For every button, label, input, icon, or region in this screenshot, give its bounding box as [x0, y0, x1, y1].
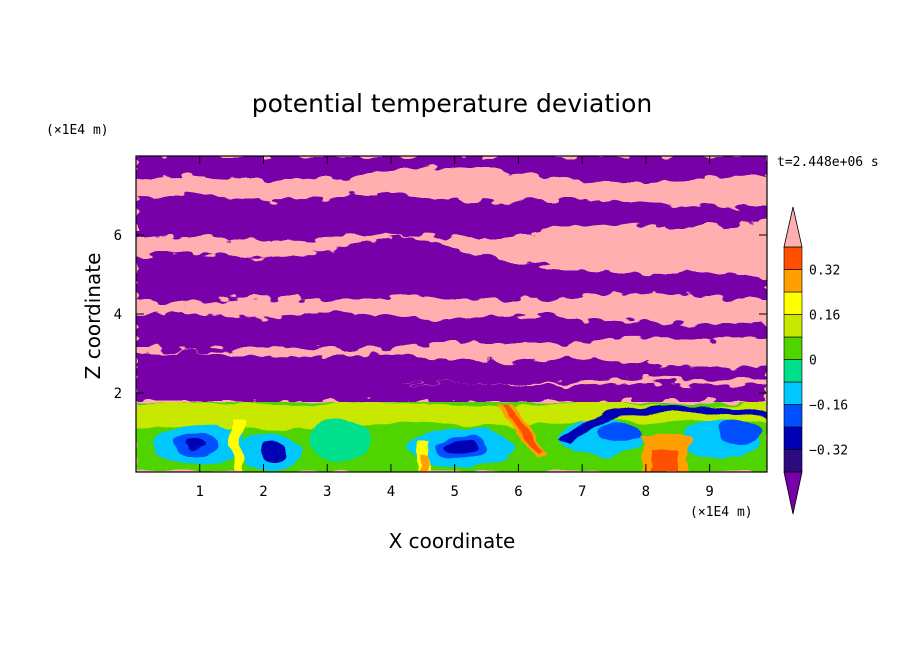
- x-tick-label: 2: [259, 484, 267, 500]
- colorbar-segment: [783, 269, 803, 293]
- x-tick-label: 7: [578, 484, 586, 500]
- colorbar-segment: [783, 381, 803, 405]
- x-axis-label: X coordinate: [389, 529, 516, 553]
- colorbar-segment: [783, 359, 803, 383]
- x-tick-label: 6: [514, 484, 522, 500]
- x-tick-label: 9: [705, 484, 713, 500]
- colorbar: 0.32 0.16 0 −0.16 −0.32: [783, 206, 848, 515]
- x-tick-label: 1: [196, 484, 204, 500]
- x-tick-label: 3: [323, 484, 331, 500]
- colorbar-label: 0.16: [809, 309, 840, 324]
- colorbar-segment: [783, 336, 803, 360]
- colorbar-segment: [783, 404, 803, 428]
- heatmap-field: [136, 156, 767, 472]
- time-label: t=2.448e+06 s: [777, 155, 879, 170]
- x-tick-label: 5: [450, 484, 458, 500]
- colorbar-label: 0.32: [809, 264, 840, 279]
- y-axis-label: Z coordinate: [81, 253, 105, 380]
- colorbar-segment: [783, 291, 803, 315]
- colorbar-segment: [783, 246, 803, 270]
- x-tick-label: 4: [387, 484, 395, 500]
- chart-title: potential temperature deviation: [252, 89, 652, 118]
- colorbar-label: −0.32: [809, 444, 848, 459]
- colorbar-label: −0.16: [809, 399, 848, 414]
- plot-frame: 1 2 3 4 5 6 7 8 9 2 4 6: [114, 155, 768, 500]
- x-units-label: (×1E4 m): [690, 505, 753, 520]
- colorbar-over-triangle: [783, 206, 803, 248]
- y-ticks: 2 4 6: [114, 228, 767, 402]
- y-units-label: (×1E4 m): [46, 123, 109, 138]
- colorbar-segment: [783, 426, 803, 450]
- colorbar-segment: [783, 314, 803, 338]
- colorbar-segment: [783, 449, 803, 473]
- y-tick-label: 2: [114, 386, 122, 402]
- colorbar-under-triangle: [783, 471, 803, 515]
- y-tick-label: 4: [114, 307, 122, 323]
- x-tick-label: 8: [642, 484, 650, 500]
- y-tick-label: 6: [114, 228, 122, 244]
- x-ticks: 1 2 3 4 5 6 7 8 9: [196, 156, 714, 500]
- colorbar-label: 0: [809, 354, 817, 369]
